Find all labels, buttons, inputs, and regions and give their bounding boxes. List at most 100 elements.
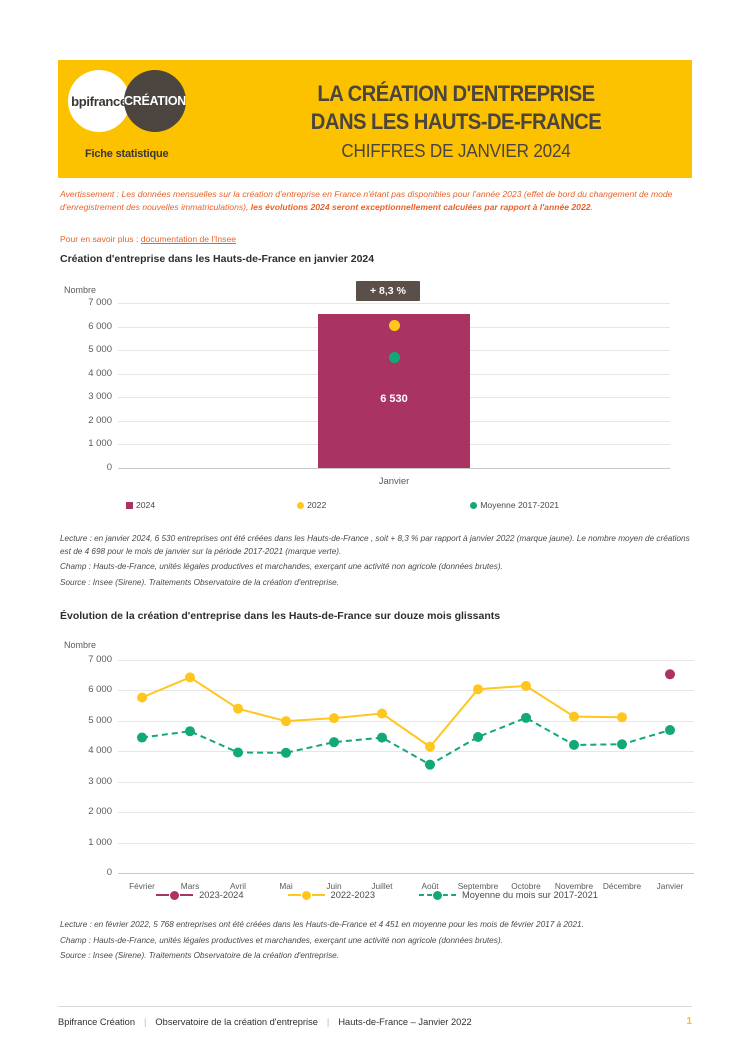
chart1-y-tick: 4 000 [88,367,112,379]
chart2-x-tick: Novembre [554,881,594,891]
footer-divider: | [144,1016,147,1027]
chart1-y-tick: 7 000 [88,297,112,308]
legend-label: 2024 [136,500,156,510]
chart1-bar-2024 [318,314,470,468]
chart1-y-tick: 1 000 [88,438,112,450]
chart2-y-tick: 6 000 [88,684,112,696]
chart2-gridline [118,812,694,814]
legend-item-2024[interactable]: 2024 [126,500,155,510]
page-number: 1 [686,1016,692,1027]
dot-marker-icon [170,890,180,900]
chart2-x-tick: Juillet [371,881,393,891]
header-logo-area: bpifrance CRÉATION Fiche statistique [58,60,234,178]
chart2-y-axis-label: Nombre [64,640,97,650]
chart2-point-2 [377,732,387,743]
footer-item-region: Hauts-de-France – Janvier 2022 [338,1016,472,1027]
chart2-x-tick: Février [129,881,155,891]
chart2-point-1 [425,741,435,752]
chart2-x-tick: Septembre [457,881,499,891]
chart1-y-tick: 2 000 [88,414,112,426]
chart2-gridline [118,720,694,722]
chart2-gridline [118,690,694,692]
page-footer: Bpifrance Création | Observatoire de la … [58,1006,692,1027]
notice-text-part2: . [590,202,593,213]
learn-more-label: Pour en savoir plus : [60,234,141,244]
dot-marker-icon [470,501,478,509]
chart2-y-tick: 4 000 [88,745,112,757]
dashed-line-marker-icon [419,894,432,896]
legend-item-2022[interactable]: 2022 [297,500,326,510]
chart2-y-tick: 3 000 [88,775,112,787]
chart1-notes: Lecture : en janvier 2024, 6 530 entrepr… [60,533,694,593]
legend-item-2022-2023[interactable]: 2022-2023 [287,890,375,900]
footer-divider: | [326,1016,330,1027]
chart1-y-tick: 5 000 [88,344,112,356]
chart2-x-tick: Mars [180,881,200,891]
chart2-plot-area: 0 1 000 2 000 3 000 4 000 5 000 6 000 7 000 Févr… [88,654,694,891]
chart2-x-tick: Mai [279,881,293,891]
notice-text-part1: Avertissement : Les données mensuelles s… [60,189,673,213]
fiche-statistique-label: Fiche statistique [85,148,169,160]
legend-label: Moyenne 2017-2021 [480,500,560,510]
chart2-gridline [118,660,694,661]
notice-text-bold: les évolutions 2024 seront exceptionnell… [250,202,591,213]
chart2-point-2 [473,731,483,742]
chart2-notes: Lecture : en février 2022, 5 768 entrepr… [60,919,694,966]
chart1-y-tick: 6 000 [88,320,112,332]
chart1-legend: 2024 2022 Moyenne 2017-2021 [60,500,694,510]
dot-marker-icon [297,501,305,509]
note-source: Source : Insee (Sirene). Traitements Obs… [60,951,340,961]
bar-chart-january: Nombre 0 1 000 2 000 3 000 4 000 5 000 6 000 7 … [60,281,694,487]
legend-label: 2022 [307,500,327,510]
chart1-bar-data-label: 6 530 [380,392,408,405]
chart2-point-1 [377,708,387,719]
chart2-point-1 [569,711,579,722]
chart2-y-tick: 7 000 [88,654,112,665]
bpifrance-logo: bpifrance [68,70,130,132]
chart2-x-tick: Août [421,881,439,891]
chart2-gridline [118,781,694,783]
header-title-area: LA CRÉATION D'ENTREPRISE DANS LES HAUTS-… [234,60,692,162]
chart2-point-1 [185,672,195,683]
chart2-line-2 [141,716,671,766]
chart2-y-tick: 5 000 [88,714,112,726]
chart2-point-1 [233,703,243,714]
legend-item-moyenne-mois[interactable]: Moyenne du mois sur 2017-2021 [419,890,598,900]
chart2-point-2 [185,726,195,737]
chart2-x-tick: Janvier [656,881,684,891]
chart2-point-2 [617,739,627,750]
chart2-gridline [118,873,694,874]
legend-label: Moyenne du mois sur 2017-2021 [462,890,598,900]
footer-item-observatoire: Observatoire de la création d'entreprise [155,1016,318,1027]
legend-item-2023-2024[interactable]: 2023-2024 [156,890,244,900]
chart2-x-tick: Juin [326,881,342,891]
chart1-plot-area: 0 1 000 2 000 3 000 4 000 5 000 6 000 7 000 6 53… [88,281,670,487]
logo-row: bpifrance CRÉATION [68,70,186,132]
chart1-y-axis-label: Nombre [64,285,97,295]
line-marker-icon [311,894,325,896]
legend-label: 2022-2023 [330,890,375,900]
chart1-y-tick: 0 [106,462,112,473]
footer-item-bpifrance: Bpifrance Création [58,1016,135,1027]
chart2-point-1 [137,692,147,703]
chart2-point-1 [329,713,339,724]
dot-marker-icon [301,890,311,900]
chart1-gridline [118,468,670,469]
percent-change-badge: + 8,3 % [356,281,420,301]
note-champ: Champ : Hauts-de-France, unités légales … [60,562,503,572]
section2-title: Évolution de la création d'entreprise da… [60,610,501,622]
legend-item-moyenne[interactable]: Moyenne 2017-2021 [470,500,559,510]
chart2-point-2 [281,747,291,758]
creation-logo: CRÉATION [124,70,186,132]
note-source: Source : Insee (Sirene). Traitements Obs… [60,578,340,588]
warning-notice: Avertissement : Les données mensuelles s… [60,188,694,215]
chart1-y-tick: 3 000 [88,391,112,403]
header-banner: bpifrance CRÉATION Fiche statistique LA … [58,60,692,178]
line-marker-icon [156,894,170,896]
chart2-point-1 [521,680,531,691]
chart1-marker-moyenne [388,351,400,363]
page-subtitle: CHIFFRES DE JANVIER 2024 [341,141,571,161]
chart2-point-1 [617,712,627,723]
insee-documentation-link[interactable]: documentation de l'Insee [140,234,237,244]
